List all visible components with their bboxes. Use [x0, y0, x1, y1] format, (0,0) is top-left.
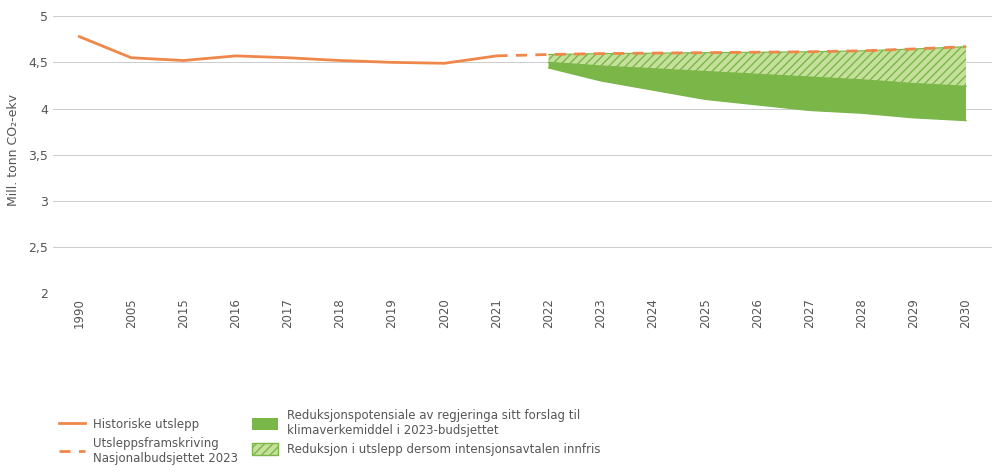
Legend: Historiske utslepp, Utsleppsframskriving
Nasjonalbudsjettet 2023, Reduksjonspote: Historiske utslepp, Utsleppsframskriving… — [59, 409, 600, 465]
Y-axis label: Mill. tonn CO₂-ekv: Mill. tonn CO₂-ekv — [7, 94, 20, 206]
